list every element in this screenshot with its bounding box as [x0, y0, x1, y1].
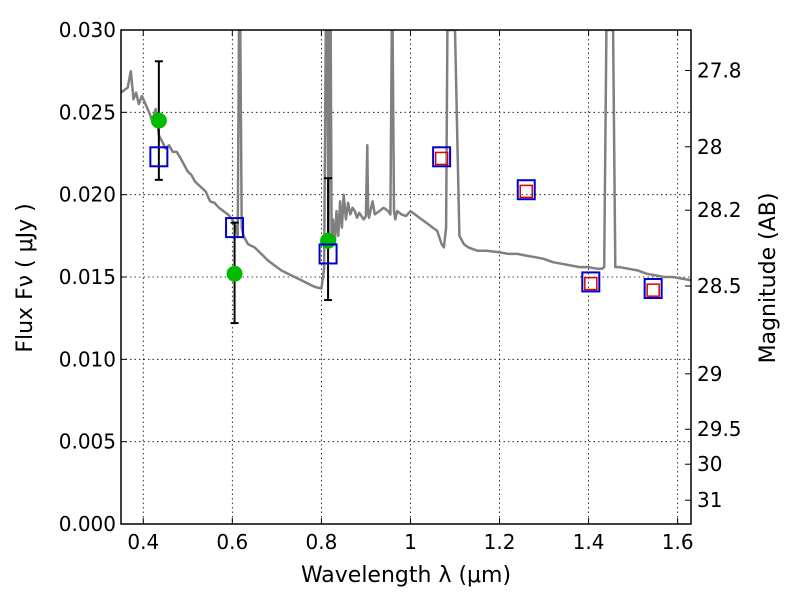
observed-flux-point	[150, 112, 167, 129]
predicted-flux-square	[434, 151, 449, 166]
right-tick-label: 27.8	[697, 58, 742, 82]
predicted-flux-square	[519, 184, 533, 199]
right-tick-label: 29.5	[697, 417, 742, 441]
right-tick-label: 28.2	[697, 198, 742, 222]
grid-lines	[121, 30, 691, 524]
x-tick-label: 0.4	[127, 530, 159, 554]
plot-area	[121, 30, 691, 325]
model-band-flux-square	[149, 146, 169, 168]
x-tick-label: 1.6	[662, 530, 694, 554]
axis-ticks: 0.4 0.6 0.8 1 1.2 1.4 1.6 0.000 0.005 0.010 0.015 0…	[59, 18, 742, 554]
model-band-flux-square	[516, 179, 536, 201]
predicted-flux-square	[646, 283, 660, 297]
y-tick-label: 0.010	[59, 347, 116, 371]
y-tick-label: 0.000	[59, 512, 116, 536]
x-axis-label: Wavelength λ (μm)	[301, 563, 511, 588]
right-tick-label: 30	[697, 452, 722, 476]
observed-flux-point	[320, 232, 337, 249]
y-tick-label: 0.020	[59, 183, 116, 207]
x-tick-label: 0.6	[216, 530, 248, 554]
y-tick-label: 0.030	[59, 18, 116, 42]
model-band-flux-square	[581, 271, 601, 293]
y-tick-label: 0.015	[59, 265, 116, 289]
x-tick-label: 1.4	[573, 530, 605, 554]
model-band-flux-square	[432, 146, 452, 168]
x-tick-label: 1.2	[484, 530, 516, 554]
model-band-flux-square	[643, 278, 663, 300]
observed-flux-point	[226, 265, 243, 282]
right-axis-label: Magnitude (AB)	[756, 193, 781, 364]
right-tick-label: 28.5	[697, 274, 742, 298]
y-tick-label: 0.025	[59, 100, 116, 124]
model-band-flux-square	[318, 243, 338, 265]
y-axis-label: Flux Fν ( μJy )	[13, 203, 38, 352]
model-spectrum-line	[121, 30, 691, 290]
model-band-flux-square	[225, 217, 245, 239]
right-tick-label: 31	[697, 488, 722, 512]
x-tick-label: 1	[404, 530, 417, 554]
y-tick-label: 0.005	[59, 430, 116, 454]
predicted-flux-square	[584, 276, 598, 291]
x-tick-label: 0.8	[305, 530, 337, 554]
right-tick-label: 29	[697, 362, 722, 386]
right-tick-label: 28	[697, 135, 722, 159]
